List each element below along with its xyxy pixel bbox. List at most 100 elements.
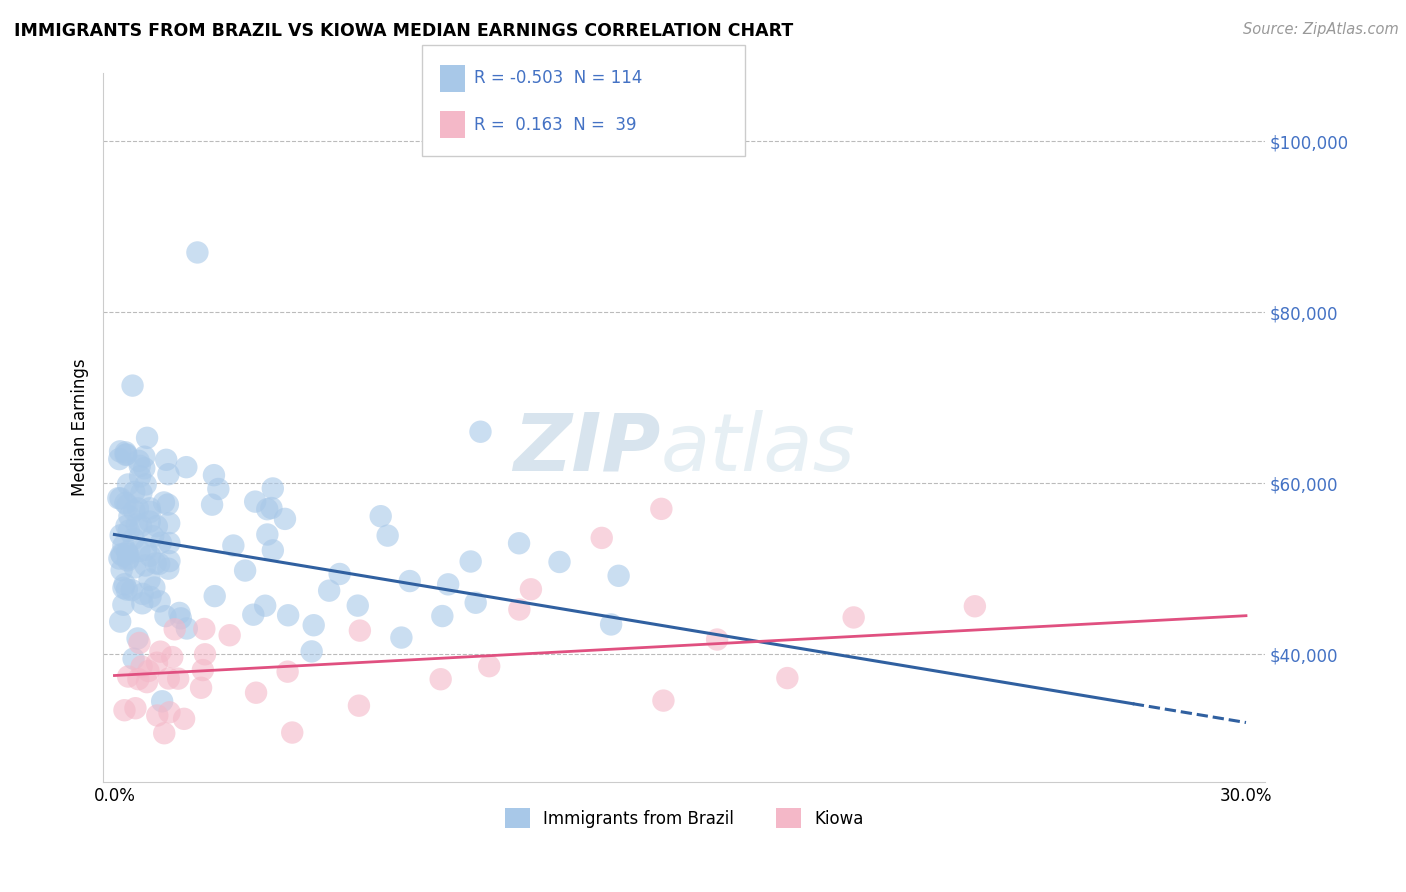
Point	[146, 519, 169, 533]
Point	[131, 596, 153, 610]
Point	[650, 501, 672, 516]
Point	[127, 501, 149, 516]
Point	[117, 477, 139, 491]
Point	[233, 564, 256, 578]
Point	[115, 447, 138, 461]
Point	[262, 482, 284, 496]
Point	[262, 543, 284, 558]
Text: Source: ZipAtlas.com: Source: ZipAtlas.com	[1243, 22, 1399, 37]
Point	[115, 582, 138, 597]
Point	[256, 502, 278, 516]
Point	[274, 512, 297, 526]
Point	[149, 594, 172, 608]
Point	[460, 554, 482, 568]
Point	[155, 609, 177, 624]
Point	[108, 551, 131, 566]
Point	[139, 505, 162, 519]
Point	[346, 599, 368, 613]
Point	[149, 645, 172, 659]
Point	[129, 519, 152, 533]
Point	[170, 611, 193, 625]
Point	[122, 651, 145, 665]
Point	[107, 491, 129, 506]
Point	[118, 524, 141, 538]
Point	[117, 551, 139, 566]
Point	[600, 617, 623, 632]
Point	[149, 535, 172, 549]
Point	[370, 509, 392, 524]
Point	[204, 589, 226, 603]
Point	[222, 539, 245, 553]
Point	[111, 548, 134, 562]
Point	[607, 569, 630, 583]
Point	[776, 671, 799, 685]
Point	[243, 494, 266, 508]
Point	[245, 686, 267, 700]
Point	[153, 495, 176, 509]
Point	[201, 498, 224, 512]
Point	[302, 618, 325, 632]
Point	[318, 583, 340, 598]
Point	[591, 531, 613, 545]
Point	[117, 547, 139, 561]
Point	[277, 608, 299, 623]
Point	[128, 544, 150, 558]
Point	[136, 431, 159, 445]
Point	[124, 701, 146, 715]
Point	[159, 554, 181, 568]
Point	[138, 573, 160, 587]
Point	[173, 712, 195, 726]
Point	[329, 566, 352, 581]
Point	[963, 599, 986, 614]
Point	[218, 628, 240, 642]
Point	[153, 726, 176, 740]
Point	[135, 675, 157, 690]
Point	[176, 622, 198, 636]
Point	[167, 672, 190, 686]
Point	[117, 669, 139, 683]
Point	[143, 581, 166, 595]
Point	[242, 607, 264, 622]
Point	[202, 468, 225, 483]
Point	[159, 706, 181, 720]
Point	[111, 563, 134, 577]
Point	[437, 577, 460, 591]
Point	[157, 672, 180, 686]
Point	[478, 659, 501, 673]
Point	[115, 519, 138, 533]
Point	[652, 693, 675, 707]
Point	[110, 491, 132, 506]
Point	[112, 598, 135, 612]
Point	[115, 545, 138, 559]
Point	[125, 517, 148, 532]
Point	[157, 516, 180, 531]
Point	[464, 596, 486, 610]
Point	[108, 615, 131, 629]
Point	[131, 659, 153, 673]
Point	[127, 672, 149, 686]
Point	[139, 549, 162, 563]
Point	[148, 557, 170, 571]
Point	[281, 725, 304, 739]
Point	[131, 587, 153, 601]
Point	[520, 582, 543, 597]
Point	[108, 444, 131, 458]
Point	[142, 529, 165, 543]
Point	[508, 536, 530, 550]
Point	[124, 504, 146, 518]
Point	[114, 703, 136, 717]
Point	[139, 590, 162, 604]
Point	[117, 498, 139, 512]
Point	[114, 496, 136, 510]
Point	[191, 663, 214, 677]
Point	[117, 553, 139, 567]
Point	[157, 536, 180, 550]
Point	[135, 477, 157, 491]
Point	[429, 672, 451, 686]
Text: ZIP: ZIP	[513, 410, 661, 488]
Point	[398, 574, 420, 588]
Point	[254, 599, 277, 613]
Point	[548, 555, 571, 569]
Point	[121, 378, 143, 392]
Point	[155, 452, 177, 467]
